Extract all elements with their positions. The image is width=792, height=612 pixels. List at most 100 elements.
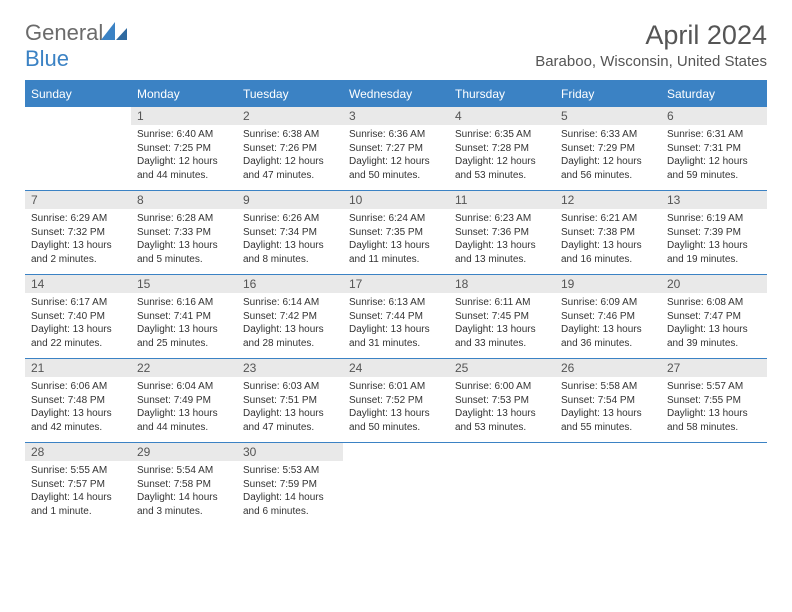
day-number: 28 — [25, 443, 131, 461]
day-number: 18 — [449, 275, 555, 293]
day-details: Sunrise: 6:38 AMSunset: 7:26 PMDaylight:… — [237, 125, 343, 186]
daylight-line: Daylight: 12 hours and 44 minutes. — [137, 155, 231, 182]
daylight-line: Daylight: 13 hours and 55 minutes. — [561, 407, 655, 434]
calendar-cell: 27Sunrise: 5:57 AMSunset: 7:55 PMDayligh… — [661, 359, 767, 443]
calendar-table: SundayMondayTuesdayWednesdayThursdayFrid… — [25, 80, 767, 527]
day-number: 5 — [555, 107, 661, 125]
weekday-header: Sunday — [25, 81, 131, 107]
day-number: 2 — [237, 107, 343, 125]
calendar-cell: 28Sunrise: 5:55 AMSunset: 7:57 PMDayligh… — [25, 443, 131, 527]
day-details: Sunrise: 6:40 AMSunset: 7:25 PMDaylight:… — [131, 125, 237, 186]
day-details: Sunrise: 6:01 AMSunset: 7:52 PMDaylight:… — [343, 377, 449, 438]
day-number: 26 — [555, 359, 661, 377]
daylight-line: Daylight: 13 hours and 22 minutes. — [31, 323, 125, 350]
sunrise-line: Sunrise: 6:21 AM — [561, 212, 655, 226]
calendar-cell: 15Sunrise: 6:16 AMSunset: 7:41 PMDayligh… — [131, 275, 237, 359]
weekday-header: Saturday — [661, 81, 767, 107]
sunset-line: Sunset: 7:51 PM — [243, 394, 337, 408]
daylight-line: Daylight: 13 hours and 25 minutes. — [137, 323, 231, 350]
sunrise-line: Sunrise: 6:00 AM — [455, 380, 549, 394]
day-number: 17 — [343, 275, 449, 293]
calendar-cell: 25Sunrise: 6:00 AMSunset: 7:53 PMDayligh… — [449, 359, 555, 443]
day-details: Sunrise: 6:28 AMSunset: 7:33 PMDaylight:… — [131, 209, 237, 270]
day-number: 6 — [661, 107, 767, 125]
sunrise-line: Sunrise: 6:09 AM — [561, 296, 655, 310]
daylight-line: Daylight: 14 hours and 6 minutes. — [243, 491, 337, 518]
page-title: April 2024 — [535, 20, 767, 51]
daylight-line: Daylight: 12 hours and 56 minutes. — [561, 155, 655, 182]
sunrise-line: Sunrise: 6:16 AM — [137, 296, 231, 310]
sunrise-line: Sunrise: 6:29 AM — [31, 212, 125, 226]
sunrise-line: Sunrise: 6:26 AM — [243, 212, 337, 226]
sunrise-line: Sunrise: 6:01 AM — [349, 380, 443, 394]
sunset-line: Sunset: 7:33 PM — [137, 226, 231, 240]
calendar-row: 14Sunrise: 6:17 AMSunset: 7:40 PMDayligh… — [25, 275, 767, 359]
day-details: Sunrise: 5:55 AMSunset: 7:57 PMDaylight:… — [25, 461, 131, 522]
daylight-line: Daylight: 13 hours and 39 minutes. — [667, 323, 761, 350]
calendar-cell: 8Sunrise: 6:28 AMSunset: 7:33 PMDaylight… — [131, 191, 237, 275]
day-details: Sunrise: 5:58 AMSunset: 7:54 PMDaylight:… — [555, 377, 661, 438]
title-block: April 2024 Baraboo, Wisconsin, United St… — [535, 20, 767, 70]
sunset-line: Sunset: 7:35 PM — [349, 226, 443, 240]
daylight-line: Daylight: 13 hours and 42 minutes. — [31, 407, 125, 434]
weekday-header: Friday — [555, 81, 661, 107]
daylight-line: Daylight: 13 hours and 5 minutes. — [137, 239, 231, 266]
logo-text-general: General — [25, 20, 103, 45]
day-number: 16 — [237, 275, 343, 293]
calendar-cell: 18Sunrise: 6:11 AMSunset: 7:45 PMDayligh… — [449, 275, 555, 359]
sunset-line: Sunset: 7:40 PM — [31, 310, 125, 324]
calendar-row: 21Sunrise: 6:06 AMSunset: 7:48 PMDayligh… — [25, 359, 767, 443]
sunset-line: Sunset: 7:55 PM — [667, 394, 761, 408]
day-details: Sunrise: 6:19 AMSunset: 7:39 PMDaylight:… — [661, 209, 767, 270]
sunset-line: Sunset: 7:25 PM — [137, 142, 231, 156]
sunset-line: Sunset: 7:32 PM — [31, 226, 125, 240]
sunset-line: Sunset: 7:28 PM — [455, 142, 549, 156]
daylight-line: Daylight: 13 hours and 53 minutes. — [455, 407, 549, 434]
calendar-cell: 29Sunrise: 5:54 AMSunset: 7:58 PMDayligh… — [131, 443, 237, 527]
sunrise-line: Sunrise: 6:31 AM — [667, 128, 761, 142]
sunrise-line: Sunrise: 5:55 AM — [31, 464, 125, 478]
weekday-header: Thursday — [449, 81, 555, 107]
calendar-cell: 3Sunrise: 6:36 AMSunset: 7:27 PMDaylight… — [343, 107, 449, 191]
day-details: Sunrise: 6:09 AMSunset: 7:46 PMDaylight:… — [555, 293, 661, 354]
sunset-line: Sunset: 7:41 PM — [137, 310, 231, 324]
logo: General Blue — [25, 20, 127, 72]
day-number: 8 — [131, 191, 237, 209]
sunrise-line: Sunrise: 6:24 AM — [349, 212, 443, 226]
day-number: 1 — [131, 107, 237, 125]
day-number: 21 — [25, 359, 131, 377]
weekday-header: Wednesday — [343, 81, 449, 107]
calendar-cell: 26Sunrise: 5:58 AMSunset: 7:54 PMDayligh… — [555, 359, 661, 443]
sunset-line: Sunset: 7:26 PM — [243, 142, 337, 156]
day-number: 14 — [25, 275, 131, 293]
sunrise-line: Sunrise: 6:33 AM — [561, 128, 655, 142]
calendar-cell: 24Sunrise: 6:01 AMSunset: 7:52 PMDayligh… — [343, 359, 449, 443]
calendar-row: 7Sunrise: 6:29 AMSunset: 7:32 PMDaylight… — [25, 191, 767, 275]
calendar-cell: 13Sunrise: 6:19 AMSunset: 7:39 PMDayligh… — [661, 191, 767, 275]
logo-sail-icon — [101, 22, 127, 40]
sunset-line: Sunset: 7:46 PM — [561, 310, 655, 324]
sunset-line: Sunset: 7:58 PM — [137, 478, 231, 492]
calendar-cell: 14Sunrise: 6:17 AMSunset: 7:40 PMDayligh… — [25, 275, 131, 359]
sunset-line: Sunset: 7:54 PM — [561, 394, 655, 408]
day-details: Sunrise: 6:14 AMSunset: 7:42 PMDaylight:… — [237, 293, 343, 354]
calendar-cell: 23Sunrise: 6:03 AMSunset: 7:51 PMDayligh… — [237, 359, 343, 443]
calendar-cell: 1Sunrise: 6:40 AMSunset: 7:25 PMDaylight… — [131, 107, 237, 191]
calendar-cell: 7Sunrise: 6:29 AMSunset: 7:32 PMDaylight… — [25, 191, 131, 275]
day-number: 30 — [237, 443, 343, 461]
day-details: Sunrise: 6:36 AMSunset: 7:27 PMDaylight:… — [343, 125, 449, 186]
daylight-line: Daylight: 13 hours and 8 minutes. — [243, 239, 337, 266]
day-details: Sunrise: 6:35 AMSunset: 7:28 PMDaylight:… — [449, 125, 555, 186]
sunrise-line: Sunrise: 6:04 AM — [137, 380, 231, 394]
daylight-line: Daylight: 12 hours and 50 minutes. — [349, 155, 443, 182]
logo-text-blue: Blue — [25, 46, 69, 71]
sunset-line: Sunset: 7:48 PM — [31, 394, 125, 408]
calendar-cell: 10Sunrise: 6:24 AMSunset: 7:35 PMDayligh… — [343, 191, 449, 275]
day-number: 22 — [131, 359, 237, 377]
daylight-line: Daylight: 13 hours and 47 minutes. — [243, 407, 337, 434]
calendar-cell: 6Sunrise: 6:31 AMSunset: 7:31 PMDaylight… — [661, 107, 767, 191]
day-details: Sunrise: 6:26 AMSunset: 7:34 PMDaylight:… — [237, 209, 343, 270]
day-details: Sunrise: 6:17 AMSunset: 7:40 PMDaylight:… — [25, 293, 131, 354]
calendar-cell: 11Sunrise: 6:23 AMSunset: 7:36 PMDayligh… — [449, 191, 555, 275]
sunrise-line: Sunrise: 6:19 AM — [667, 212, 761, 226]
